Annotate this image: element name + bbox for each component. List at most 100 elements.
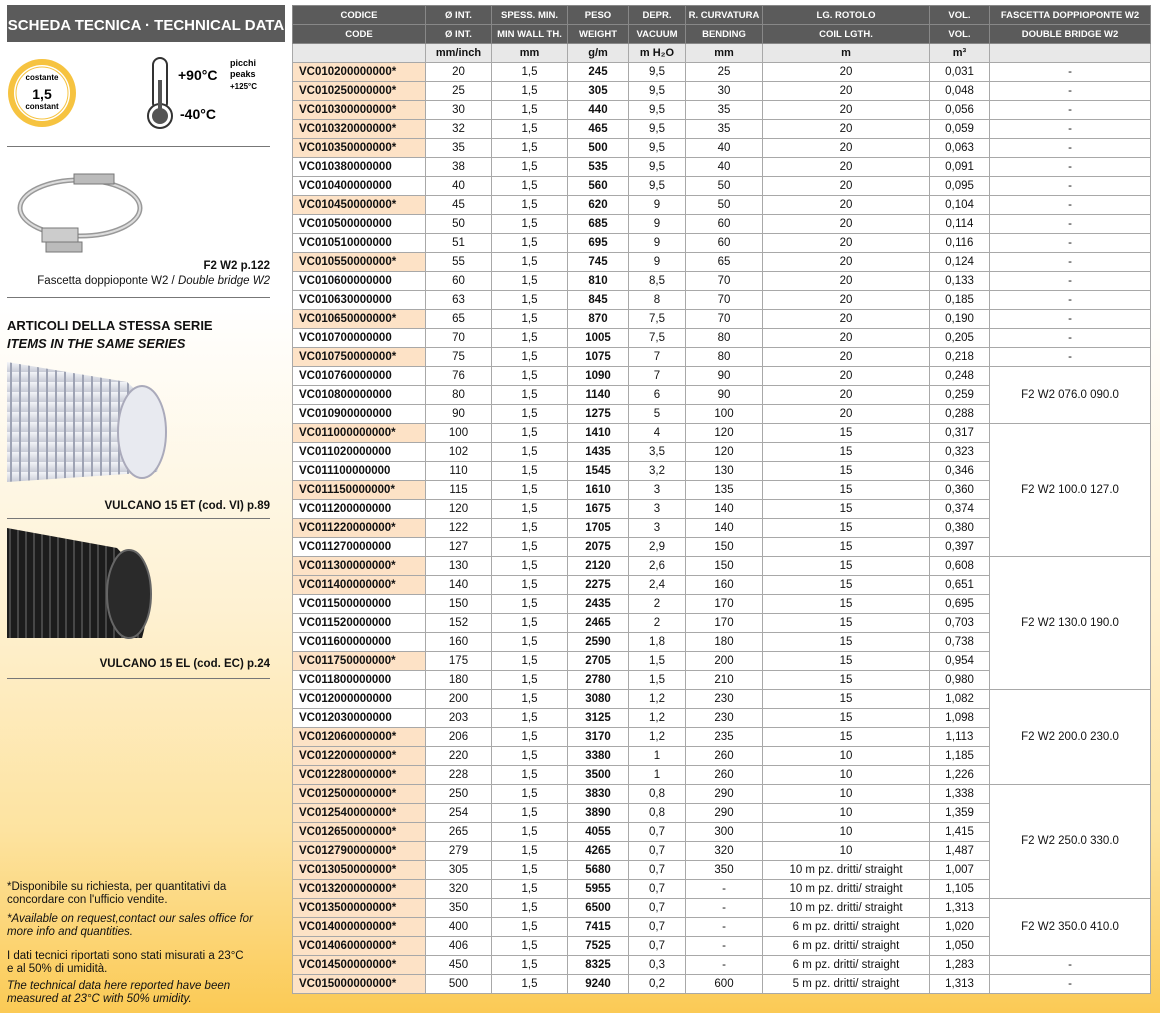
table-cell: 1,5 — [491, 176, 568, 196]
table-row: VC010800000000 80 1,5 1140 6 90 20 0,259 — [292, 385, 1151, 405]
table-cell: 9,5 — [628, 81, 686, 101]
table-cell: 1075 — [567, 347, 629, 367]
table-cell: 20 — [762, 290, 930, 310]
table-cell: 25 — [685, 62, 763, 82]
table-cell: 1,5 — [491, 632, 568, 652]
table-cell: 0,133 — [929, 271, 990, 291]
table-cell: 175 — [425, 651, 492, 671]
table-row: VC014500000000* 450 1,5 8325 0,3-6 m pz. dri… — [292, 955, 1151, 975]
table-cell: 9,5 — [628, 138, 686, 158]
table-cell: 254 — [425, 803, 492, 823]
table-cell: 1,5 — [491, 575, 568, 595]
table-cell: 1,5 — [491, 214, 568, 234]
code-cell: VC010800000000 — [292, 385, 426, 405]
code-cell: VC011500000000 — [292, 594, 426, 614]
divider — [7, 678, 270, 679]
table-cell: 7,5 — [628, 309, 686, 329]
code-cell: VC014500000000* — [292, 955, 426, 975]
table-cell: 10 m pz. dritti/ straight — [762, 898, 930, 918]
code-cell: VC010550000000* — [292, 252, 426, 272]
table-cell: 1,5 — [491, 803, 568, 823]
table-cell: 1,5 — [491, 765, 568, 785]
table-cell: 745 — [567, 252, 629, 272]
table-cell: 6 m pz. dritti/ straight — [762, 917, 930, 937]
table-cell: 10 — [762, 822, 930, 842]
table-cell: 1,5 — [491, 100, 568, 120]
table-cell: - — [989, 974, 1151, 994]
table-cell: 120 — [685, 423, 763, 443]
table-cell: 1,8 — [628, 632, 686, 652]
table-cell: 20 — [762, 385, 930, 405]
table-cell: 1,5 — [491, 898, 568, 918]
table-cell: 1275 — [567, 404, 629, 424]
table-cell: 160 — [425, 632, 492, 652]
code-cell: VC011300000000* — [292, 556, 426, 576]
table-cell: 0,218 — [929, 347, 990, 367]
table-cell: 0,288 — [929, 404, 990, 424]
table-cell: 20 — [762, 81, 930, 101]
table-cell: 0,7 — [628, 841, 686, 861]
table-cell: 0,095 — [929, 176, 990, 196]
table-cell: 0,374 — [929, 499, 990, 519]
table-row: VC014060000000* 406 1,5 7525 0,7-6 m pz. dri… — [292, 936, 1151, 956]
table-cell: 0,7 — [628, 898, 686, 918]
table-cell: 9 — [628, 233, 686, 253]
table-cell: 290 — [685, 784, 763, 804]
table-cell: 1,5 — [491, 955, 568, 975]
table-cell: 20 — [762, 62, 930, 82]
table-row: VC010320000000* 32 1,5 465 9,5 35 20 0,059- — [292, 119, 1151, 139]
table-cell: 845 — [567, 290, 629, 310]
table-cell: 9 — [628, 214, 686, 234]
table-cell: 206 — [425, 727, 492, 747]
header-cell: BENDING — [685, 24, 763, 44]
header-cell: DOUBLE BRIDGE W2 — [989, 24, 1151, 44]
table-cell: 250 — [425, 784, 492, 804]
table-cell: 1,5 — [491, 822, 568, 842]
table-row: VC010510000000 51 1,5 695 9 60 20 0,116- — [292, 233, 1151, 253]
table-cell: 20 — [762, 214, 930, 234]
table-cell: 1,5 — [491, 974, 568, 994]
table-cell: 1,338 — [929, 784, 990, 804]
table-row: VC010760000000 76 1,5 1090 7 90 20 0,248 F2 W2 0… — [292, 366, 1151, 424]
thermometer: +90°C picchi peaks +125°C -40°C — [147, 57, 257, 129]
table-cell: 10 — [762, 784, 930, 804]
table-cell: 7 — [628, 347, 686, 367]
table-cell: 65 — [425, 309, 492, 329]
table-cell: 9,5 — [628, 62, 686, 82]
table-cell: 15 — [762, 594, 930, 614]
table-cell: 2,4 — [628, 575, 686, 595]
table-cell: 2120 — [567, 556, 629, 576]
table-cell: - — [685, 955, 763, 975]
table-cell: 2075 — [567, 537, 629, 557]
table-cell: 10 — [762, 803, 930, 823]
table-cell: 0,346 — [929, 461, 990, 481]
table-row: VC011220000000* 122 1,5 1705 3 140 15 0,380 — [292, 518, 1151, 538]
table-cell: 15 — [762, 480, 930, 500]
badge-top: costante — [26, 73, 59, 82]
table-cell: 120 — [685, 442, 763, 462]
header-cell: MIN WALL TH. — [491, 24, 568, 44]
table-cell: 0,190 — [929, 309, 990, 329]
clamp-image — [17, 173, 143, 253]
table-cell: 1 — [628, 765, 686, 785]
table-cell: F2 W2 200.0 230.0 — [989, 689, 1151, 785]
table-cell: 1,5 — [491, 518, 568, 538]
table-cell: 1,5 — [491, 556, 568, 576]
table-cell: 1,007 — [929, 860, 990, 880]
code-cell: VC010400000000 — [292, 176, 426, 196]
table-cell: - — [685, 917, 763, 937]
note: I dati tecnici riportati sono stati misu… — [7, 950, 244, 975]
table-cell: 15 — [762, 423, 930, 443]
table-cell: 0,323 — [929, 442, 990, 462]
table-cell: - — [989, 195, 1151, 215]
code-cell: VC011220000000* — [292, 518, 426, 538]
table-cell: 1,5 — [491, 670, 568, 690]
table-cell: 15 — [762, 613, 930, 633]
table-cell: 1,2 — [628, 708, 686, 728]
table-cell: 1140 — [567, 385, 629, 405]
header-cell: mm — [491, 43, 568, 63]
table-cell: 120 — [425, 499, 492, 519]
accessory-name: Fascetta doppioponte W2 / Double bridge … — [37, 275, 270, 287]
table-cell: 25 — [425, 81, 492, 101]
code-cell: VC011750000000* — [292, 651, 426, 671]
